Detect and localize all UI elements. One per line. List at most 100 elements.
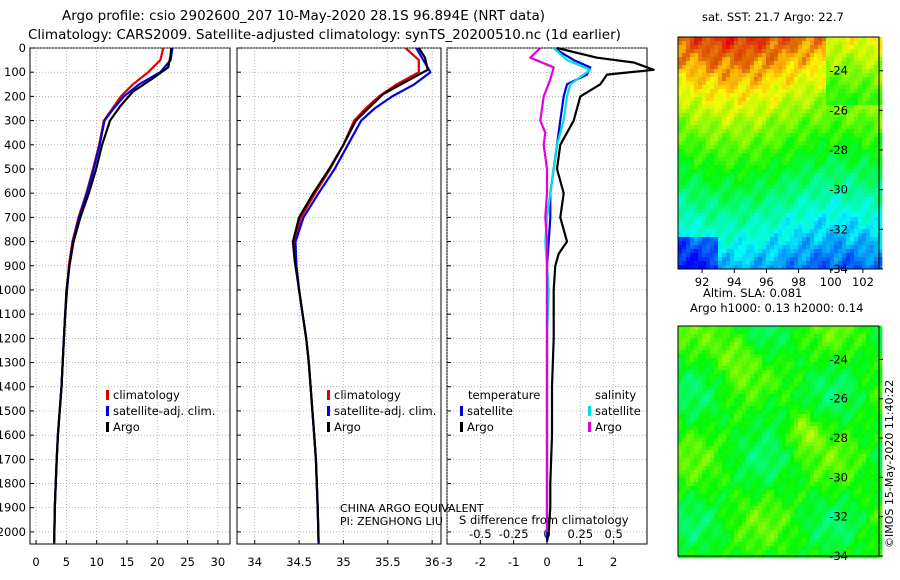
sst-map-cell <box>722 213 727 218</box>
sst-map-cell <box>714 205 719 210</box>
sst-map-cell <box>850 165 855 170</box>
temperature-legend: climatology satellite-adj. clim. Argo <box>106 388 215 434</box>
sst-map-cell <box>702 213 707 218</box>
sst-map-cell <box>862 169 867 174</box>
sst-map-cell <box>762 37 767 42</box>
sst-map-cell <box>750 141 755 146</box>
sla-map-cell <box>810 426 815 431</box>
depth-tick-label: 1700 <box>0 452 26 466</box>
sla-map-cell <box>870 330 875 335</box>
sla-map-cell <box>730 434 735 439</box>
sla-map-cell <box>678 458 683 463</box>
sla-map-cell <box>706 434 711 439</box>
sla-map-cell <box>834 454 839 459</box>
sst-map-cell <box>762 89 767 94</box>
sst-map-cell <box>794 41 799 46</box>
sst-map-cell <box>862 141 867 146</box>
sla-map-cell <box>750 386 755 391</box>
sst-map-cell <box>810 77 815 82</box>
sla-map-cell <box>706 386 711 391</box>
sst-map-cell <box>874 145 879 150</box>
sst-map-cell <box>694 97 699 102</box>
sst-map-cell <box>842 229 847 234</box>
sla-map-cell <box>702 406 707 411</box>
sla-map-cell <box>846 422 851 427</box>
sla-map-cell <box>870 414 875 419</box>
sst-map-cell <box>874 233 879 238</box>
legend-argo-swatch <box>327 422 330 432</box>
sst-map-cell <box>774 89 779 94</box>
sla-map-cell <box>794 406 799 411</box>
sst-map-cell <box>846 177 851 182</box>
sst-map-cell <box>834 177 839 182</box>
sst-map-cell <box>850 153 855 158</box>
sst-map-cell <box>798 229 803 234</box>
sla-map-cell <box>818 358 823 363</box>
sst-map-cell <box>798 133 803 138</box>
sla-map-cell <box>742 370 747 375</box>
sst-map-cell <box>766 141 771 146</box>
sst-map-cell <box>702 193 707 198</box>
sst-map-cell <box>878 249 883 254</box>
sst-map-cell <box>850 137 855 142</box>
sla-map-cell <box>838 446 843 451</box>
sla-map-cell <box>702 390 707 395</box>
sst-map-cell <box>878 181 883 186</box>
sst-map-cell <box>810 61 815 66</box>
sst-map-cell <box>706 141 711 146</box>
sst-map-cell <box>858 45 863 50</box>
sla-map-cell <box>870 434 875 439</box>
sst-map-cell <box>846 41 851 46</box>
sst-map-cell <box>858 61 863 66</box>
sla-map-cell <box>810 346 815 351</box>
sst-map-cell <box>778 153 783 158</box>
sla-map-cell <box>778 422 783 427</box>
sst-map-cell <box>694 169 699 174</box>
sst-map-cell <box>866 201 871 206</box>
sla-map-cell <box>678 374 683 379</box>
sst-map-cell <box>870 121 875 126</box>
sst-map-cell <box>866 65 871 70</box>
sst-map-cell <box>810 181 815 186</box>
sst-map-cell <box>798 201 803 206</box>
sst-map-cell <box>782 53 787 58</box>
sla-map-cell <box>850 426 855 431</box>
sst-map-cell <box>842 45 847 50</box>
sst-map-cell <box>698 245 703 250</box>
sst-map-cell <box>814 229 819 234</box>
sst-map-cell <box>746 37 751 42</box>
sst-map-cell <box>846 125 851 130</box>
sla-map-cell <box>826 370 831 375</box>
sla-map-cell <box>786 370 791 375</box>
sst-map-cell <box>814 161 819 166</box>
sla-map-cell <box>710 390 715 395</box>
sla-map-cell <box>802 454 807 459</box>
sst-map-cell <box>730 125 735 130</box>
sla-map-cell <box>874 418 879 423</box>
sla-map-cell <box>826 326 831 331</box>
sla-map-cell <box>862 430 867 435</box>
sst-map-cell <box>702 125 707 130</box>
sst-map-cell <box>798 245 803 250</box>
sla-map-cell <box>802 430 807 435</box>
sla-map-cell <box>830 434 835 439</box>
sla-map-cell <box>826 346 831 351</box>
sla-map-cell <box>742 350 747 355</box>
sst-map-cell <box>790 121 795 126</box>
sst-map-cell <box>830 109 835 114</box>
sst-map-cell <box>806 121 811 126</box>
sst-map-cell <box>766 49 771 54</box>
sst-map-cell <box>782 133 787 138</box>
sst-map-cell <box>730 61 735 66</box>
sla-map-cell <box>846 410 851 415</box>
sla-map-cell <box>814 366 819 371</box>
sla-map-cell <box>778 398 783 403</box>
sst-map-cell <box>686 221 691 226</box>
sst-map-cell <box>698 109 703 114</box>
sst-map-cell <box>702 237 707 242</box>
sla-map-cell <box>730 370 735 375</box>
sst-map-cell <box>762 173 767 178</box>
sla-map-cell <box>878 442 883 447</box>
x-tick-label: 30 <box>211 555 226 569</box>
sla-map-cell <box>686 378 691 383</box>
